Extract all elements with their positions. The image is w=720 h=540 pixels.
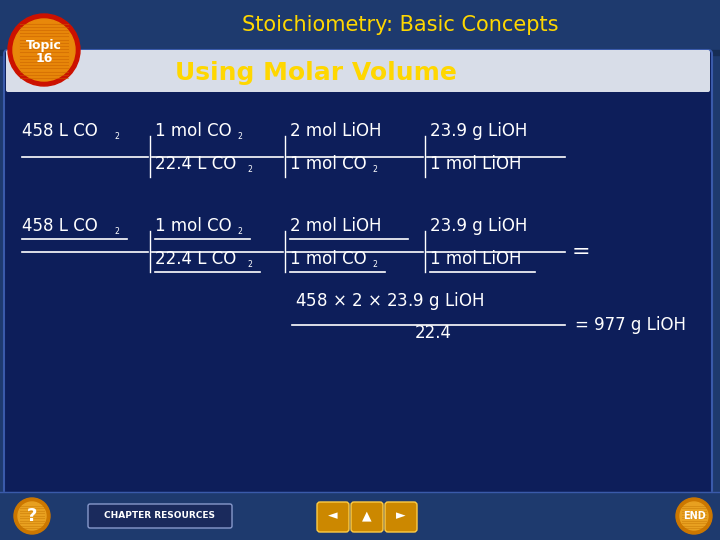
- Text: 23.9 g LiOH: 23.9 g LiOH: [430, 122, 527, 140]
- Text: $_2$: $_2$: [237, 226, 243, 238]
- FancyBboxPatch shape: [317, 502, 349, 532]
- Text: ?: ?: [27, 507, 37, 525]
- Circle shape: [676, 498, 712, 534]
- Text: 1 mol CO: 1 mol CO: [290, 250, 366, 268]
- Text: 458 L CO: 458 L CO: [22, 217, 98, 235]
- FancyBboxPatch shape: [385, 502, 417, 532]
- Text: 23.9 g LiOH: 23.9 g LiOH: [430, 217, 527, 235]
- Text: 1 mol CO: 1 mol CO: [155, 217, 232, 235]
- Text: 1 mol CO: 1 mol CO: [155, 122, 232, 140]
- Text: END: END: [683, 511, 706, 521]
- Text: 2 mol LiOH: 2 mol LiOH: [290, 217, 382, 235]
- FancyBboxPatch shape: [6, 50, 710, 92]
- FancyBboxPatch shape: [4, 50, 712, 496]
- Text: 458 $\times$ 2 $\times$ 23.9 g LiOH: 458 $\times$ 2 $\times$ 23.9 g LiOH: [295, 290, 485, 312]
- Text: $_2$: $_2$: [372, 164, 378, 176]
- Text: ◄: ◄: [328, 510, 338, 523]
- Text: $_2$: $_2$: [247, 164, 253, 176]
- Circle shape: [14, 498, 50, 534]
- Text: 16: 16: [35, 52, 53, 65]
- Text: $_2$: $_2$: [237, 131, 243, 143]
- Circle shape: [8, 14, 80, 86]
- Text: 458 L CO: 458 L CO: [22, 122, 98, 140]
- Text: $_2$: $_2$: [114, 131, 120, 143]
- FancyBboxPatch shape: [351, 502, 383, 532]
- Circle shape: [680, 502, 708, 530]
- Text: $_2$: $_2$: [247, 259, 253, 271]
- Text: 1 mol CO: 1 mol CO: [290, 155, 366, 173]
- Text: 22.4 L CO: 22.4 L CO: [155, 155, 236, 173]
- Text: CHAPTER RESOURCES: CHAPTER RESOURCES: [104, 511, 215, 521]
- Text: 22.4 L CO: 22.4 L CO: [155, 250, 236, 268]
- Text: ▲: ▲: [362, 510, 372, 523]
- Text: 1 mol LiOH: 1 mol LiOH: [430, 155, 521, 173]
- Circle shape: [18, 502, 46, 530]
- Text: Topic: Topic: [26, 39, 62, 52]
- Text: 22.4: 22.4: [415, 324, 452, 342]
- Text: Using Molar Volume: Using Molar Volume: [175, 61, 457, 85]
- Text: 2 mol LiOH: 2 mol LiOH: [290, 122, 382, 140]
- Text: ►: ►: [396, 510, 406, 523]
- Text: Stoichiometry: Basic Concepts: Stoichiometry: Basic Concepts: [242, 15, 558, 35]
- Text: = 977 g LiOH: = 977 g LiOH: [575, 316, 686, 334]
- Circle shape: [13, 19, 75, 81]
- Text: =: =: [572, 242, 590, 262]
- Text: $_2$: $_2$: [114, 226, 120, 238]
- Text: $_2$: $_2$: [372, 259, 378, 271]
- Text: 1 mol LiOH: 1 mol LiOH: [430, 250, 521, 268]
- FancyBboxPatch shape: [88, 504, 232, 528]
